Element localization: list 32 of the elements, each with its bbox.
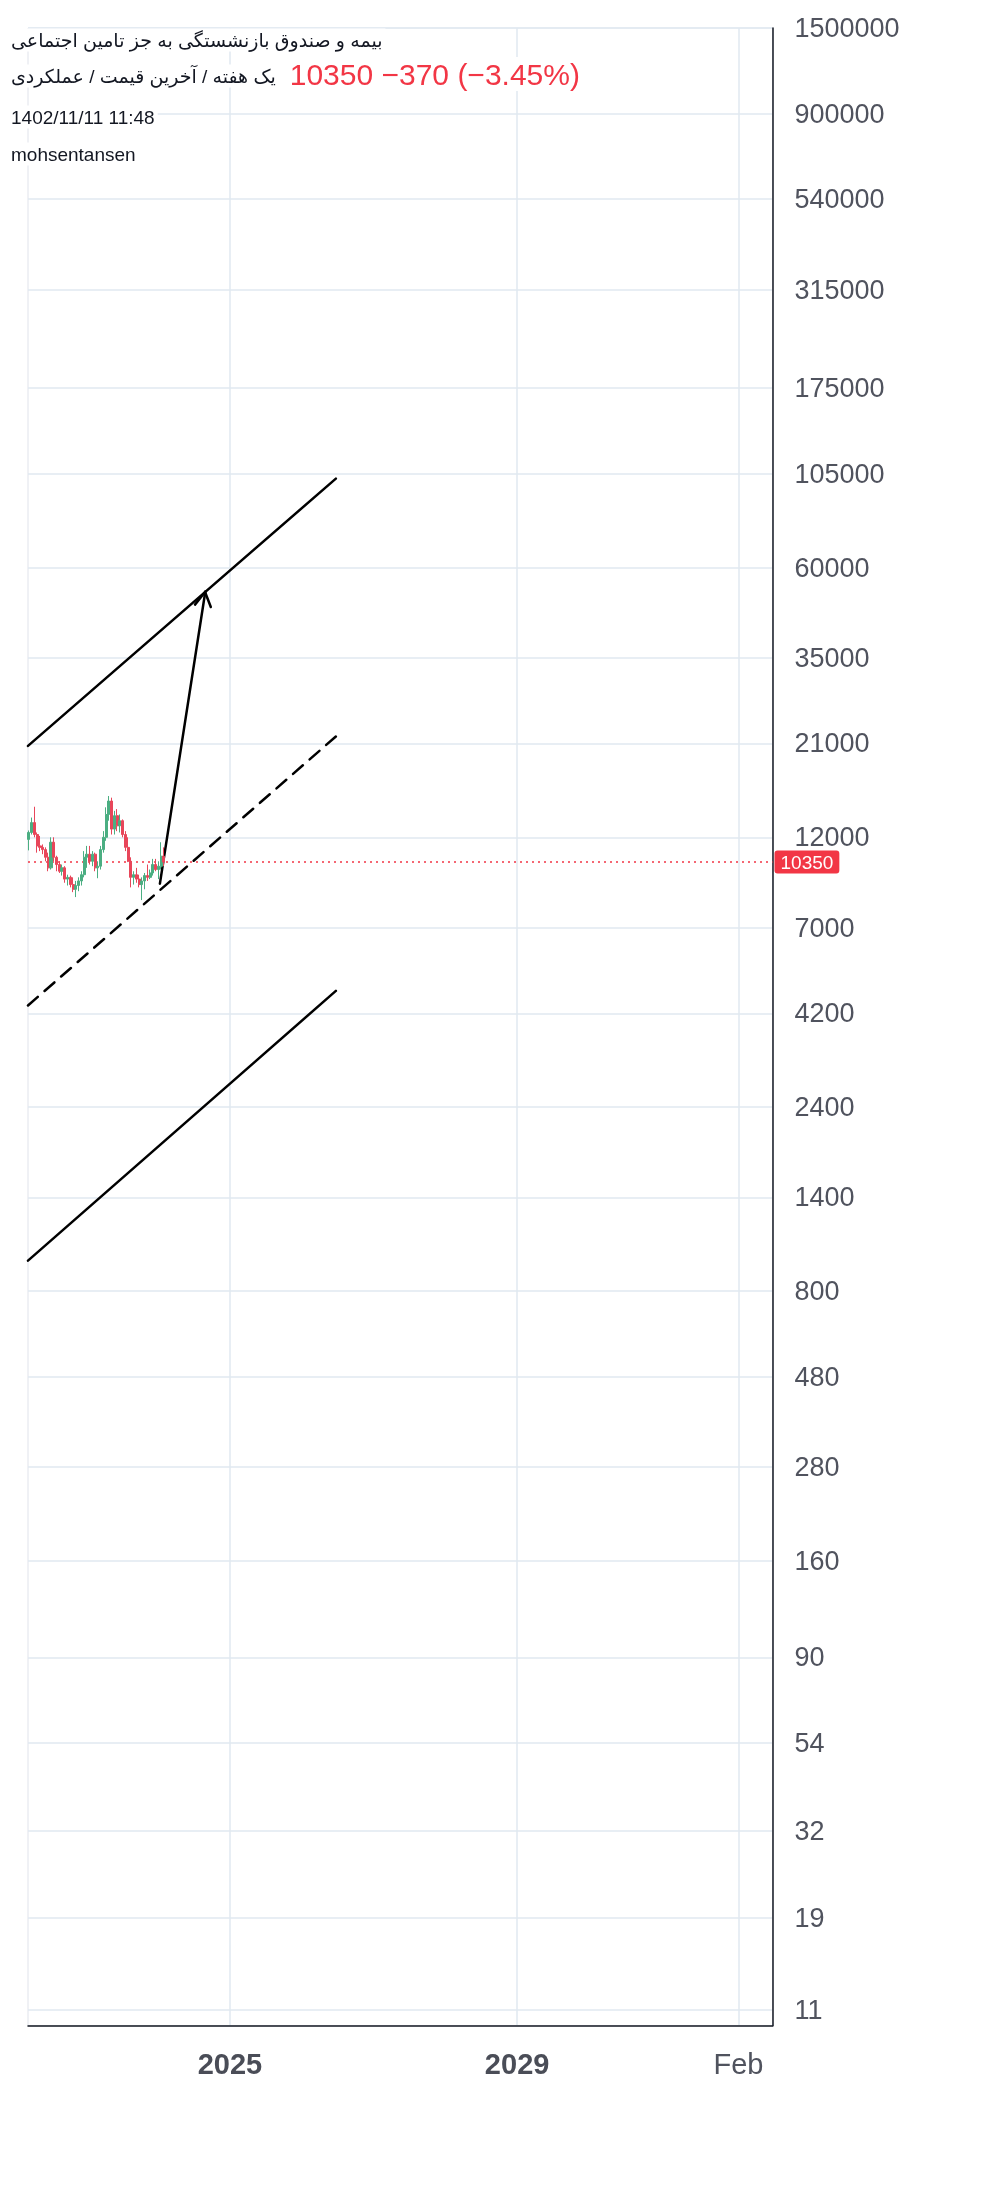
y-tick-label: 90 — [794, 1642, 825, 1673]
y-tick-label: 19 — [794, 1903, 825, 1934]
y-tick-label: 7000 — [794, 912, 855, 943]
y-tick-label: 280 — [794, 1452, 840, 1483]
text: یک هفته / آخرین قیمت / عملکردی — [11, 63, 276, 88]
y-tick-label: 1500000 — [794, 13, 900, 43]
y-tick-label: 12000 — [794, 822, 870, 853]
y-tick-label: 800 — [794, 1276, 840, 1307]
y-tick-label: 175000 — [794, 373, 885, 404]
y-tick-label: 105000 — [794, 458, 885, 489]
y-tick-label: 21000 — [794, 728, 870, 759]
y-tick-label: 2400 — [794, 1092, 855, 1123]
y-tick-label: 1400 — [794, 1182, 855, 1213]
x-tick-label: 2025 — [197, 2048, 263, 2081]
y-tick-label: 32 — [794, 1815, 825, 1846]
y-tick-label: 4200 — [794, 998, 855, 1029]
annotation: 10350 −370 (−3.45%) — [289, 57, 580, 91]
y-tick-label: 900000 — [794, 98, 885, 129]
chart-title: بیمه و صندوق بازنشستگی به جز تامین اجتماعی — [11, 28, 383, 52]
ref-line-label: 10350 — [780, 851, 834, 873]
annotation: 1402/11/11 11:48 — [11, 106, 155, 128]
x-tick-label: Feb — [713, 2048, 764, 2081]
y-tick-label: 60000 — [794, 552, 870, 583]
x-tick-label: 2029 — [484, 2048, 550, 2081]
annotation: mohsentansen — [11, 143, 136, 165]
y-tick-label: 54 — [794, 1728, 825, 1759]
y-tick-label: 480 — [794, 1361, 840, 1392]
y-tick-label: 315000 — [794, 274, 885, 305]
y-tick-label: 540000 — [794, 184, 885, 215]
y-tick-label: 35000 — [794, 642, 870, 673]
y-tick-label: 160 — [794, 1545, 840, 1576]
y-tick-label: 11 — [794, 1994, 823, 2025]
